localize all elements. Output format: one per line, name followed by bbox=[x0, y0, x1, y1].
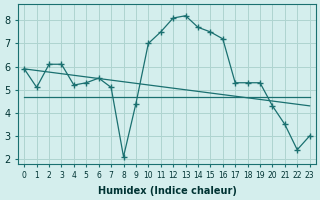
X-axis label: Humidex (Indice chaleur): Humidex (Indice chaleur) bbox=[98, 186, 236, 196]
